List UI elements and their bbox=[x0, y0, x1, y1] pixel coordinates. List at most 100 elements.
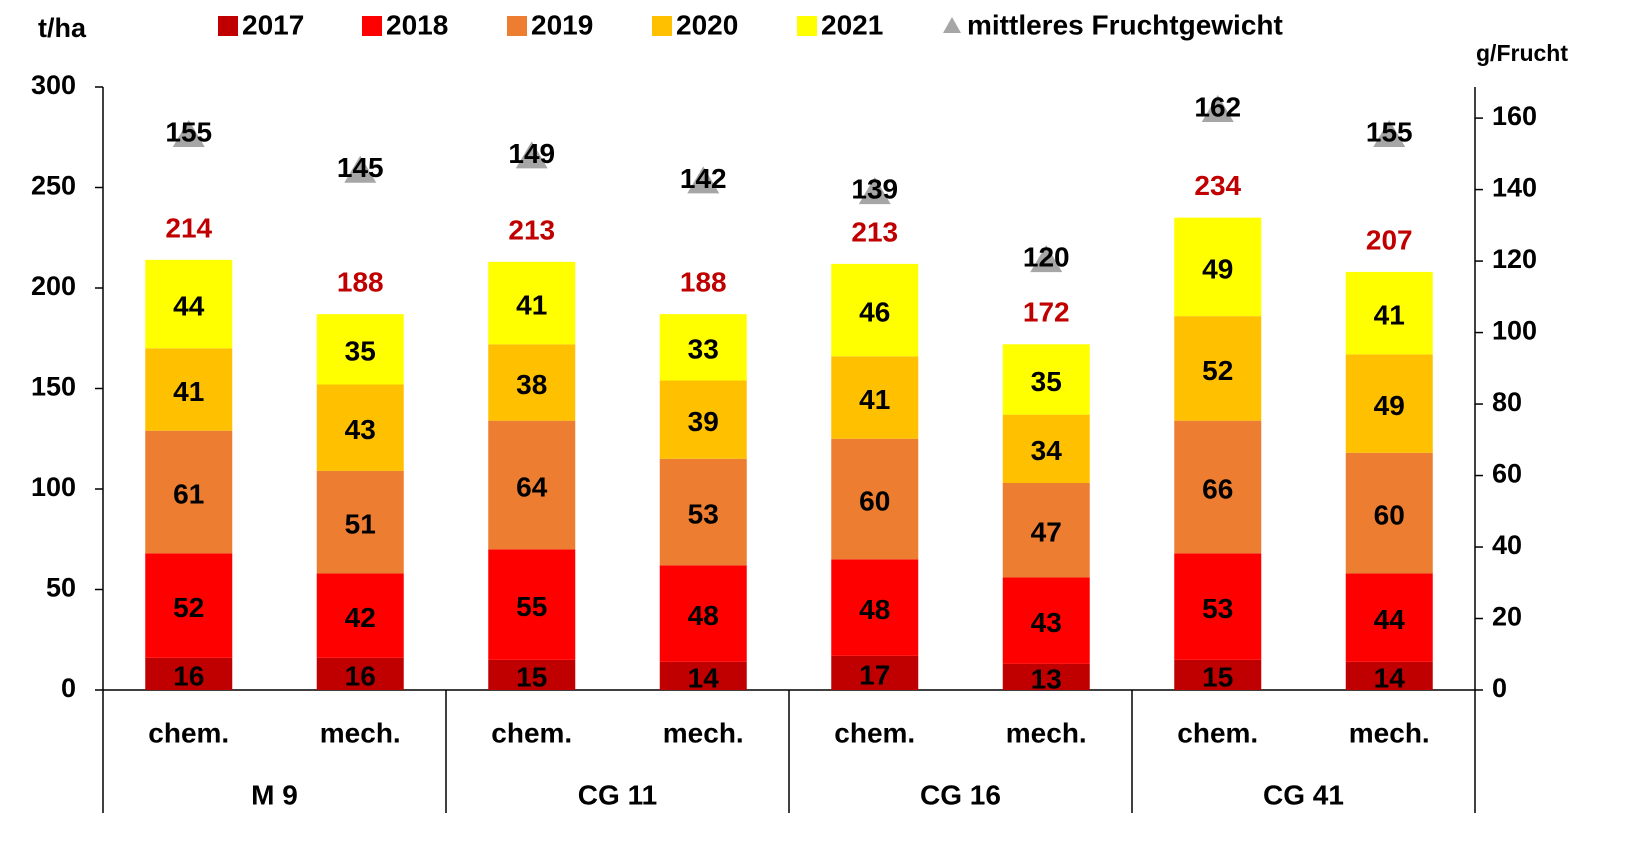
bar-segment bbox=[1345, 661, 1433, 690]
marker bbox=[1201, 94, 1234, 122]
segment-label: 49 bbox=[1202, 253, 1233, 284]
segment-label: 66 bbox=[1202, 473, 1233, 504]
legend-label: 2018 bbox=[386, 9, 448, 40]
bar-segment bbox=[145, 348, 233, 431]
bar-segment bbox=[316, 657, 404, 690]
x-tick-label: chem. bbox=[491, 717, 572, 748]
segment-label: 53 bbox=[688, 499, 719, 530]
bar-segment bbox=[831, 559, 919, 656]
group-label: M 9 bbox=[251, 779, 298, 810]
segment-label: 43 bbox=[345, 414, 376, 445]
bar-segment bbox=[488, 344, 576, 421]
segment-label: 41 bbox=[859, 384, 890, 415]
segment-label: 49 bbox=[1374, 390, 1405, 421]
bar-segment bbox=[145, 657, 233, 690]
legend-label: 2019 bbox=[531, 9, 593, 40]
marker bbox=[687, 166, 720, 194]
marker-label: 155 bbox=[165, 116, 212, 147]
total-label: 213 bbox=[508, 214, 555, 245]
bar-segment bbox=[659, 458, 747, 566]
marker bbox=[1030, 245, 1063, 273]
y-tick-label: 150 bbox=[31, 372, 76, 402]
bar-segment bbox=[1174, 553, 1262, 660]
x-tick-label: mech. bbox=[1006, 717, 1087, 748]
segment-label: 38 bbox=[516, 369, 547, 400]
bar-segment bbox=[145, 259, 233, 349]
segment-label: 41 bbox=[516, 289, 547, 320]
y2-tick-label: 0 bbox=[1492, 673, 1507, 703]
x-tick-label: mech. bbox=[663, 717, 744, 748]
marker-label: 162 bbox=[1194, 91, 1241, 122]
bar-segment bbox=[1002, 577, 1090, 664]
segment-label: 55 bbox=[516, 591, 547, 622]
marker bbox=[172, 119, 205, 147]
segment-label: 42 bbox=[345, 602, 376, 633]
x-tick-label: mech. bbox=[1349, 717, 1430, 748]
segment-label: 46 bbox=[859, 297, 890, 328]
segment-label: 39 bbox=[688, 406, 719, 437]
segment-label: 53 bbox=[1202, 593, 1233, 624]
bar-segment bbox=[488, 420, 576, 550]
bar-segment bbox=[831, 263, 919, 357]
total-label: 172 bbox=[1023, 297, 1070, 328]
y2-axis-label: g/Frucht bbox=[1476, 40, 1568, 66]
legend-label: mittleres Fruchtgewicht bbox=[967, 9, 1283, 40]
bar-segment bbox=[1345, 271, 1433, 355]
y2-tick-label: 20 bbox=[1492, 602, 1522, 632]
legend-swatch bbox=[507, 16, 527, 36]
bar-segment bbox=[488, 549, 576, 660]
segment-label: 41 bbox=[1374, 300, 1405, 331]
y-tick-label: 0 bbox=[61, 673, 76, 703]
bar-segment bbox=[1174, 316, 1262, 421]
legend-swatch bbox=[362, 16, 382, 36]
marker-label: 139 bbox=[851, 174, 898, 205]
bar-segment bbox=[659, 661, 747, 690]
x-tick-label: chem. bbox=[834, 717, 915, 748]
bar-segment bbox=[1345, 354, 1433, 453]
bar-segment bbox=[1345, 452, 1433, 574]
x-tick-label: chem. bbox=[1177, 717, 1258, 748]
y2-tick-label: 80 bbox=[1492, 387, 1522, 417]
segment-label: 13 bbox=[1031, 663, 1062, 694]
legend-swatch bbox=[218, 16, 238, 36]
bar-segment bbox=[1002, 414, 1090, 483]
y2-tick-label: 140 bbox=[1492, 173, 1537, 203]
y-tick-label: 250 bbox=[31, 171, 76, 201]
segment-label: 14 bbox=[1374, 662, 1406, 693]
segment-label: 44 bbox=[173, 290, 205, 321]
legend-label: 2017 bbox=[242, 9, 304, 40]
total-label: 188 bbox=[337, 267, 384, 298]
y-tick-label: 200 bbox=[31, 271, 76, 301]
marker-label: 145 bbox=[337, 152, 384, 183]
x-tick-label: chem. bbox=[148, 717, 229, 748]
bar-segment bbox=[1002, 663, 1090, 690]
legend-swatch bbox=[797, 16, 817, 36]
marker bbox=[858, 177, 891, 205]
legend-swatch bbox=[652, 16, 672, 36]
segment-label: 48 bbox=[859, 594, 890, 625]
segment-label: 52 bbox=[1202, 355, 1233, 386]
segment-label: 15 bbox=[516, 661, 547, 692]
total-label: 214 bbox=[165, 212, 212, 243]
segment-label: 35 bbox=[1031, 366, 1062, 397]
bar-segment bbox=[145, 430, 233, 554]
segment-label: 33 bbox=[688, 334, 719, 365]
segment-label: 14 bbox=[688, 662, 720, 693]
segment-label: 16 bbox=[173, 660, 204, 691]
marker bbox=[515, 141, 548, 169]
bar-segment bbox=[488, 659, 576, 690]
y2-tick-label: 120 bbox=[1492, 244, 1537, 274]
segment-label: 48 bbox=[688, 600, 719, 631]
segment-label: 34 bbox=[1031, 435, 1063, 466]
bar-segment bbox=[488, 261, 576, 345]
bar-segment bbox=[831, 655, 919, 690]
segment-label: 15 bbox=[1202, 661, 1233, 692]
segment-label: 52 bbox=[173, 592, 204, 623]
segment-label: 61 bbox=[173, 478, 204, 509]
bar-segment bbox=[145, 553, 233, 658]
group-label: CG 41 bbox=[1263, 779, 1344, 810]
bar-segment bbox=[831, 438, 919, 560]
segment-label: 60 bbox=[1374, 500, 1405, 531]
x-tick-label: mech. bbox=[320, 717, 401, 748]
marker-label: 142 bbox=[680, 163, 727, 194]
